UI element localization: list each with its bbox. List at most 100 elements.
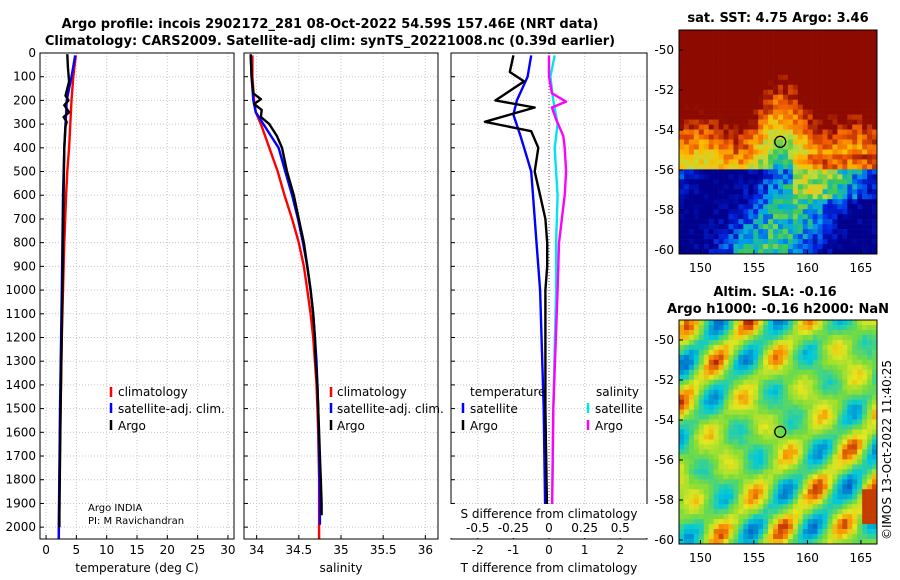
map-cell — [802, 144, 808, 150]
map-cell — [708, 189, 714, 195]
map-cell — [857, 154, 863, 160]
map-cell — [822, 99, 828, 105]
map-cell — [842, 104, 848, 110]
map-cell — [718, 94, 724, 100]
map-cell — [753, 419, 759, 425]
map-cell — [862, 124, 868, 130]
map-cell — [812, 359, 818, 366]
map-cell — [842, 489, 848, 495]
map-cell — [683, 64, 690, 71]
map-cell — [822, 534, 828, 540]
map-cell — [718, 504, 724, 510]
map-cell — [792, 79, 799, 86]
map-cell — [847, 94, 853, 100]
map-cell — [832, 454, 838, 460]
map-cell — [822, 479, 828, 485]
map-cell — [693, 494, 700, 500]
map-cell — [748, 34, 754, 41]
map-cell — [768, 94, 774, 100]
map-cell — [812, 159, 818, 165]
map-cell — [822, 459, 828, 465]
map-cell — [862, 184, 868, 190]
map-cell — [748, 424, 754, 430]
salinity-legend: climatology satellite-adj. clim. Argo — [329, 385, 444, 433]
map-cell — [683, 389, 690, 395]
map-cell — [807, 429, 813, 435]
map-cell — [708, 489, 714, 495]
map-cell — [797, 139, 804, 145]
map-cell — [773, 174, 779, 180]
map-cell — [862, 499, 868, 505]
map-cell — [862, 154, 868, 160]
map-cell — [768, 209, 774, 215]
map-cell — [792, 354, 799, 361]
map-cell — [852, 249, 858, 255]
map-cell — [708, 539, 714, 545]
map-cell — [787, 504, 794, 510]
map-cell — [867, 364, 873, 371]
map-cell — [832, 184, 838, 190]
map-cell — [679, 449, 685, 455]
map-cell — [792, 34, 799, 41]
map-cell — [842, 324, 848, 331]
map-cell — [857, 504, 863, 510]
map-cell — [763, 489, 769, 495]
map-cell — [792, 429, 799, 435]
map-cell — [837, 484, 843, 490]
map-cell — [728, 364, 734, 371]
map-cell — [787, 524, 794, 530]
map-cell — [787, 494, 794, 500]
map-cell — [708, 59, 714, 66]
map-cell — [787, 359, 794, 366]
map-cell — [827, 124, 833, 130]
map-cell — [847, 364, 853, 371]
map-cell — [807, 64, 813, 71]
map-cell — [679, 339, 685, 346]
map-cell — [872, 339, 878, 346]
map-cell — [708, 129, 714, 135]
map-cell — [847, 494, 853, 500]
map-cell — [698, 389, 705, 395]
map-cell — [768, 164, 774, 170]
map-cell — [773, 459, 779, 465]
map-cell — [807, 384, 813, 390]
map-cell — [693, 59, 700, 66]
map-cell — [867, 94, 873, 100]
map-cell — [812, 449, 818, 455]
map-cell — [837, 99, 843, 105]
map-cell — [693, 89, 700, 96]
map-cell — [787, 129, 794, 135]
map-cell — [698, 404, 705, 410]
map-cell — [797, 124, 804, 130]
map-cell — [847, 119, 853, 125]
map-cell — [693, 354, 700, 361]
map-cell — [713, 514, 719, 520]
map-cell — [728, 59, 734, 66]
map-cell — [738, 349, 744, 356]
map-cell — [872, 159, 878, 165]
map-cell — [743, 239, 749, 245]
map-cell — [867, 484, 873, 490]
map-cell — [782, 64, 789, 71]
map-cell — [822, 214, 828, 220]
map-cell — [857, 74, 863, 81]
map-cell — [768, 149, 774, 155]
map-cell — [733, 69, 739, 76]
map-cell — [812, 44, 818, 51]
map-cell — [802, 419, 808, 425]
map-cell — [782, 459, 789, 465]
map-cell — [688, 489, 695, 495]
map-cell — [792, 409, 799, 415]
map-cell — [773, 424, 779, 430]
map-cell — [817, 224, 823, 230]
map-cell — [679, 234, 685, 240]
map-cell — [822, 489, 828, 495]
map-cell — [758, 454, 764, 460]
map-cell — [733, 399, 739, 405]
map-cell — [807, 374, 813, 381]
map-cell — [713, 379, 719, 386]
map-cell — [847, 354, 853, 361]
map-cell — [817, 524, 823, 530]
map-cell — [718, 334, 724, 341]
map-cell — [807, 99, 813, 105]
